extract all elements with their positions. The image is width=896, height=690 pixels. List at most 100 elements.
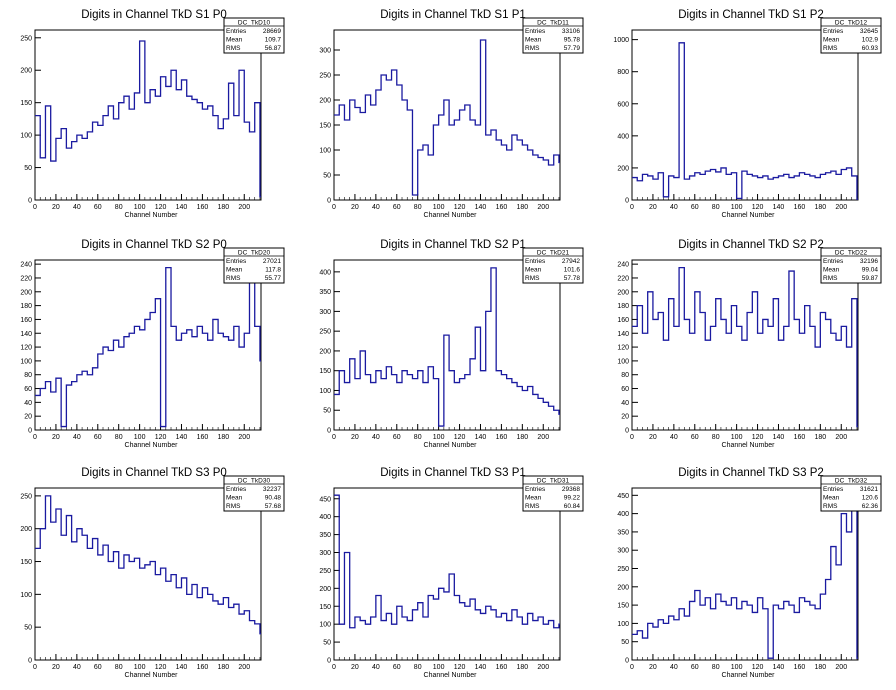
stats-box [522, 247, 584, 284]
y-tick-label: 200 [20, 526, 32, 533]
histogram-panel-3: Digits in Channel TkD S1 P2 0 20 40 60 80 100 1… [613, 9, 882, 219]
y-tick-label: 0 [625, 658, 629, 665]
y-tick-label: 40 [24, 400, 32, 407]
stats-value: 101.6 [564, 267, 581, 274]
x-tick-label: 60 [691, 664, 699, 671]
x-tick-label: 200 [238, 204, 250, 211]
stats-label: Mean [226, 37, 243, 44]
histogram-panel-5: Digits in Channel TkD S2 P1 0 20 40 60 80 100 1… [319, 239, 584, 449]
stats-label: Mean [226, 267, 243, 274]
stats-value: 32645 [860, 28, 878, 35]
y-tick-label: 140 [617, 331, 629, 338]
stats-name: DC_TkD10 [238, 20, 271, 27]
stats-label: Mean [525, 495, 542, 502]
plot-frame [631, 487, 859, 661]
stats-label: Entries [823, 486, 844, 493]
plot-frame [34, 259, 262, 431]
stats-name: DC_TkD20 [238, 250, 271, 257]
x-tick-label: 140 [475, 664, 487, 671]
y-tick-label: 350 [617, 529, 629, 536]
stats-label: Mean [823, 267, 840, 274]
histogram-line [35, 266, 261, 428]
stats-name: DC_TkD31 [537, 478, 570, 485]
x-tick-label: 80 [414, 434, 422, 441]
x-axis-label: Channel Number [424, 442, 478, 449]
y-tick-label: 250 [617, 566, 629, 573]
y-tick-label: 300 [319, 550, 331, 557]
stats-value: 56.87 [265, 45, 282, 52]
y-tick-label: 0 [327, 658, 331, 665]
stats-label: Entries [226, 28, 247, 35]
histogram-panel-6: Digits in Channel TkD S2 P2 0 20 40 60 80 100 1… [617, 239, 882, 449]
histogram-panel-2: Digits in Channel TkD S1 P1 0 20 40 60 80 100 1… [319, 9, 584, 219]
y-tick-label: 600 [617, 101, 629, 108]
x-tick-label: 120 [155, 664, 167, 671]
x-tick-label: 120 [752, 204, 764, 211]
y-tick-label: 200 [617, 584, 629, 591]
x-tick-label: 100 [433, 664, 445, 671]
stats-value: 27942 [562, 258, 580, 265]
y-tick-label: 200 [319, 98, 331, 105]
stats-box [820, 475, 882, 512]
y-tick-label: 350 [319, 532, 331, 539]
stats-value: 90.48 [265, 495, 282, 502]
histogram-panel-7: Digits in Channel TkD S3 P0 0 20 40 60 80 100 1… [20, 467, 285, 679]
x-tick-label: 100 [433, 434, 445, 441]
x-tick-label: 20 [649, 434, 657, 441]
x-tick-label: 80 [414, 664, 422, 671]
x-tick-label: 60 [393, 434, 401, 441]
stats-label: Entries [525, 486, 546, 493]
stats-label: RMS [525, 275, 540, 282]
chart-title: Digits in Channel TkD S1 P1 [380, 9, 526, 21]
plot-frame [333, 29, 561, 201]
y-tick-label: 200 [20, 289, 32, 296]
x-tick-label: 60 [94, 204, 102, 211]
x-tick-label: 200 [537, 664, 549, 671]
x-tick-label: 20 [649, 664, 657, 671]
y-tick-label: 50 [621, 639, 629, 646]
y-tick-label: 350 [319, 289, 331, 296]
x-tick-label: 160 [197, 664, 209, 671]
stats-value: 32237 [263, 486, 281, 493]
x-tick-label: 0 [33, 204, 37, 211]
y-tick-label: 100 [617, 358, 629, 365]
stats-name: DC_TkD30 [238, 478, 271, 485]
x-tick-label: 40 [372, 434, 380, 441]
y-tick-label: 50 [24, 625, 32, 632]
x-tick-label: 40 [73, 204, 81, 211]
x-tick-label: 80 [115, 434, 123, 441]
chart-title: Digits in Channel TkD S3 P1 [380, 467, 526, 479]
x-tick-label: 120 [454, 434, 466, 441]
x-axis-label: Channel Number [722, 442, 776, 449]
x-tick-label: 180 [217, 434, 229, 441]
x-tick-label: 140 [176, 204, 188, 211]
x-tick-label: 140 [176, 434, 188, 441]
y-tick-label: 50 [323, 173, 331, 180]
x-tick-label: 20 [52, 434, 60, 441]
stats-label: RMS [823, 45, 838, 52]
x-tick-label: 140 [773, 204, 785, 211]
y-tick-label: 200 [319, 348, 331, 355]
y-tick-label: 20 [621, 414, 629, 421]
x-tick-label: 20 [351, 434, 359, 441]
x-tick-label: 160 [794, 664, 806, 671]
y-tick-label: 150 [319, 368, 331, 375]
stats-value: 95.78 [564, 37, 581, 44]
x-tick-label: 60 [393, 204, 401, 211]
y-tick-label: 250 [319, 329, 331, 336]
x-tick-label: 0 [630, 434, 634, 441]
x-tick-label: 200 [537, 204, 549, 211]
y-tick-label: 150 [20, 559, 32, 566]
y-tick-label: 450 [617, 493, 629, 500]
stats-label: Mean [226, 495, 243, 502]
stats-value: 29368 [562, 486, 580, 493]
histogram-line [334, 494, 560, 629]
plot-frame [631, 259, 859, 431]
stats-value: 31621 [860, 486, 878, 493]
stats-label: RMS [823, 503, 838, 510]
x-tick-label: 20 [52, 664, 60, 671]
x-axis-label: Channel Number [125, 442, 179, 449]
x-tick-label: 80 [712, 434, 720, 441]
x-tick-label: 40 [73, 664, 81, 671]
stats-value: 57.68 [265, 503, 282, 510]
